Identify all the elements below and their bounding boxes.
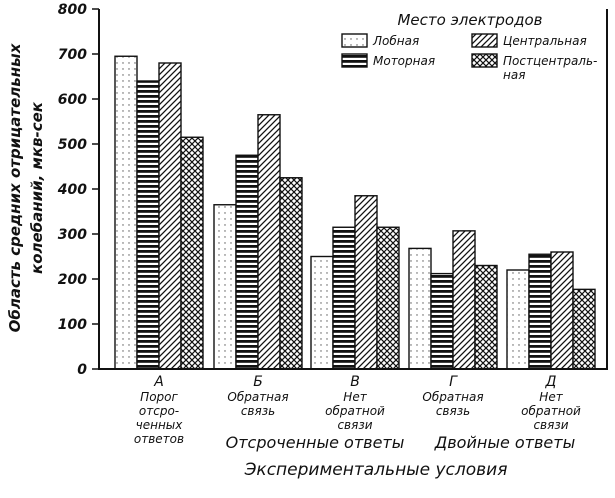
x-category-letter: В bbox=[350, 374, 360, 390]
y-tick-label: 200 bbox=[58, 272, 87, 288]
y-tick-label: 500 bbox=[58, 137, 87, 153]
bar-hlines-1 bbox=[235, 154, 259, 370]
bar-hlines-0 bbox=[136, 80, 160, 370]
x-category-condition: обратной bbox=[325, 404, 385, 418]
group-label: Двойные ответы bbox=[434, 433, 575, 452]
x-category-letter: Б bbox=[253, 374, 263, 390]
x-category-condition: Нет bbox=[343, 390, 367, 404]
bar-dots-2 bbox=[310, 255, 334, 370]
bar-dots-3 bbox=[408, 247, 432, 370]
x-category-condition: связи bbox=[533, 418, 568, 432]
bar-dots-0 bbox=[114, 55, 138, 370]
legend-label: Постцентраль- bbox=[503, 54, 597, 68]
x-axis-labels: АПороготсро-ченныхответовБОбратнаясвязьВ… bbox=[134, 374, 581, 446]
legend-label: Лобная bbox=[372, 34, 419, 48]
legend-title: Место электродов bbox=[397, 11, 542, 29]
bar-diag-4 bbox=[550, 251, 574, 370]
legend: Место электродов Лобная Центральная Моторн… bbox=[341, 11, 597, 82]
bar-hlines-4 bbox=[528, 253, 552, 370]
legend-swatch-dots bbox=[341, 33, 368, 48]
x-category-condition: связь bbox=[436, 404, 470, 418]
bar-cross-4 bbox=[572, 288, 596, 370]
group-labels: Отсроченные ответы Двойные ответы bbox=[226, 433, 576, 452]
legend-label-cont: ная bbox=[503, 68, 525, 82]
bar-cross-1 bbox=[279, 177, 303, 370]
x-category-letter: Г bbox=[449, 374, 458, 390]
x-category-condition: Обратная bbox=[422, 390, 483, 404]
bar-hlines-3 bbox=[430, 272, 454, 370]
x-axis-title: Экспериментальные условия bbox=[244, 460, 508, 480]
legend-label: Моторная bbox=[373, 54, 435, 68]
legend-swatch-diag bbox=[471, 33, 498, 48]
x-category-condition: обратной bbox=[521, 404, 581, 418]
bar-diag-0 bbox=[158, 62, 182, 370]
legend-swatch-cross bbox=[471, 53, 498, 68]
legend-label: Центральная bbox=[503, 34, 587, 48]
x-category-letter: Д bbox=[545, 374, 557, 390]
bar-diag-3 bbox=[452, 230, 476, 370]
x-category-condition: Нет bbox=[539, 390, 563, 404]
bar-hlines-2 bbox=[332, 226, 356, 370]
x-category-condition: отсро- bbox=[139, 404, 179, 418]
bar-dots-1 bbox=[213, 204, 237, 370]
y-tick-label: 0 bbox=[77, 362, 87, 378]
x-category-letter: А bbox=[153, 374, 164, 390]
y-tick-label: 800 bbox=[58, 2, 87, 18]
y-tick-label: 600 bbox=[58, 92, 87, 108]
bar-dots-4 bbox=[506, 269, 530, 370]
bar-cross-3 bbox=[474, 264, 498, 370]
bar-cross-0 bbox=[180, 136, 204, 370]
x-category-condition: Обратная bbox=[227, 390, 288, 404]
group-label: Отсроченные ответы bbox=[226, 433, 405, 452]
bars bbox=[114, 55, 596, 370]
bar-diag-2 bbox=[354, 195, 378, 370]
bar-diag-1 bbox=[257, 114, 281, 370]
y-axis-title-line2: колебаний, мкв-сек bbox=[28, 101, 46, 274]
legend-swatch-hlines bbox=[341, 53, 368, 68]
y-axis-ticks: 0 100 200 300 400 500 600 700 800 bbox=[57, 2, 99, 378]
y-tick-label: 700 bbox=[58, 47, 87, 63]
x-category-condition: ченных bbox=[136, 418, 184, 432]
x-category-condition: Порог bbox=[140, 390, 178, 404]
y-tick-label: 300 bbox=[58, 227, 87, 243]
y-tick-label: 100 bbox=[58, 317, 87, 333]
y-tick-label: 400 bbox=[57, 182, 87, 198]
x-category-condition: связь bbox=[241, 404, 275, 418]
y-axis-title-line1: Область средних отрицательных bbox=[6, 42, 24, 332]
plot-frame bbox=[98, 9, 608, 370]
x-category-condition: связи bbox=[337, 418, 372, 432]
bar-cross-2 bbox=[376, 226, 400, 370]
x-category-condition: ответов bbox=[134, 432, 184, 446]
